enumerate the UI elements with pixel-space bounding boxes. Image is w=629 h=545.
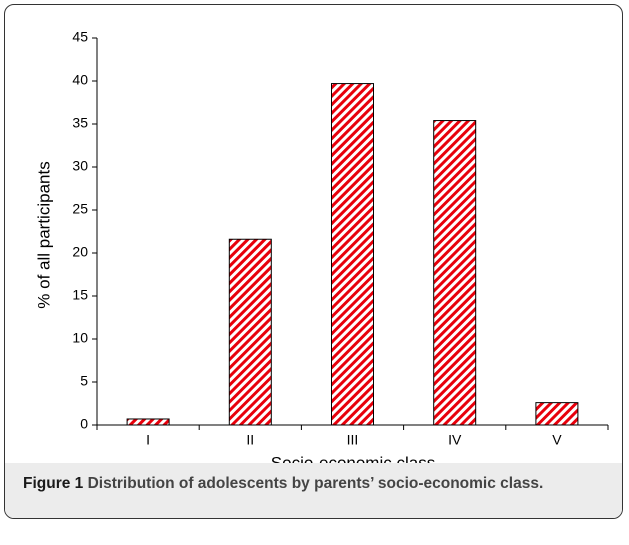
y-axis-title: % of all participants — [34, 161, 53, 308]
y-tick-label: 0 — [80, 416, 88, 432]
bar — [433, 120, 477, 426]
y-tick-label: 35 — [72, 115, 88, 131]
x-tick-label: III — [347, 432, 359, 448]
x-tick-label: IV — [448, 432, 462, 448]
y-tick-label: 5 — [80, 373, 88, 389]
caption: Figure 1 Distribution of adolescents by … — [5, 463, 622, 518]
x-tick-label: I — [146, 432, 150, 448]
y-tick-label: 45 — [72, 29, 88, 45]
bar — [228, 238, 272, 426]
figure-frame: % of all participants Socio-economic cla… — [4, 4, 623, 519]
x-tick-label: V — [552, 432, 562, 448]
caption-label: Figure 1 — [23, 475, 84, 492]
caption-text: Distribution of adolescents by parents’ … — [87, 475, 544, 492]
chart: % of all participants Socio-economic cla… — [34, 29, 609, 463]
y-tick-label: 30 — [72, 158, 88, 174]
y-tick-label: 10 — [72, 330, 88, 346]
x-tick-label: II — [246, 432, 254, 448]
y-tick-label: 40 — [72, 72, 88, 88]
bar — [535, 402, 579, 426]
y-tick-label: 20 — [72, 244, 88, 260]
x-axis-title: Socio-economic class — [271, 453, 435, 463]
y-tick-label: 25 — [72, 201, 88, 217]
bar — [331, 83, 374, 426]
y-tick-label: 15 — [72, 287, 88, 303]
bar — [126, 418, 170, 426]
